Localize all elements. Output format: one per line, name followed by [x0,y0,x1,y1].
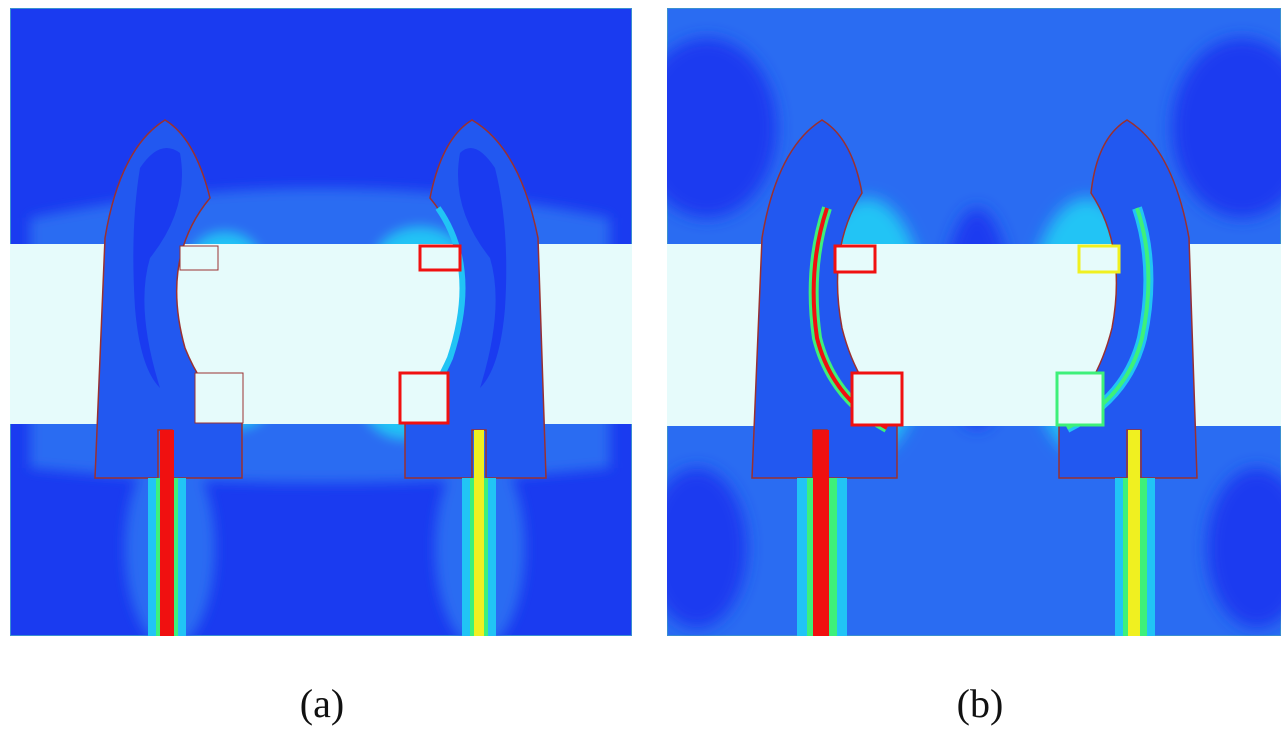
left-slot-bottom [850,371,904,427]
left-slot-top [833,244,877,274]
right-slot-bottom [1055,371,1105,427]
field-panel-a [10,8,632,636]
right-slot-bottom [398,371,450,425]
right-feed-line [474,430,484,636]
left-slot-bottom [194,372,244,424]
left-antenna-inner [133,148,182,388]
left-slot-top [179,245,219,271]
caption-a: (a) [299,681,345,726]
right-slot-top [1077,244,1121,274]
left-feed-line [160,430,174,636]
field-distribution-a [10,8,632,636]
right-feed-line [1128,430,1140,636]
caption-b: (b) [956,681,1004,726]
field-panel-b [667,8,1281,636]
right-slot-top [418,244,462,272]
right-antenna-inner [458,148,507,388]
field-distribution-b [667,8,1281,636]
left-feed-line [813,430,829,636]
